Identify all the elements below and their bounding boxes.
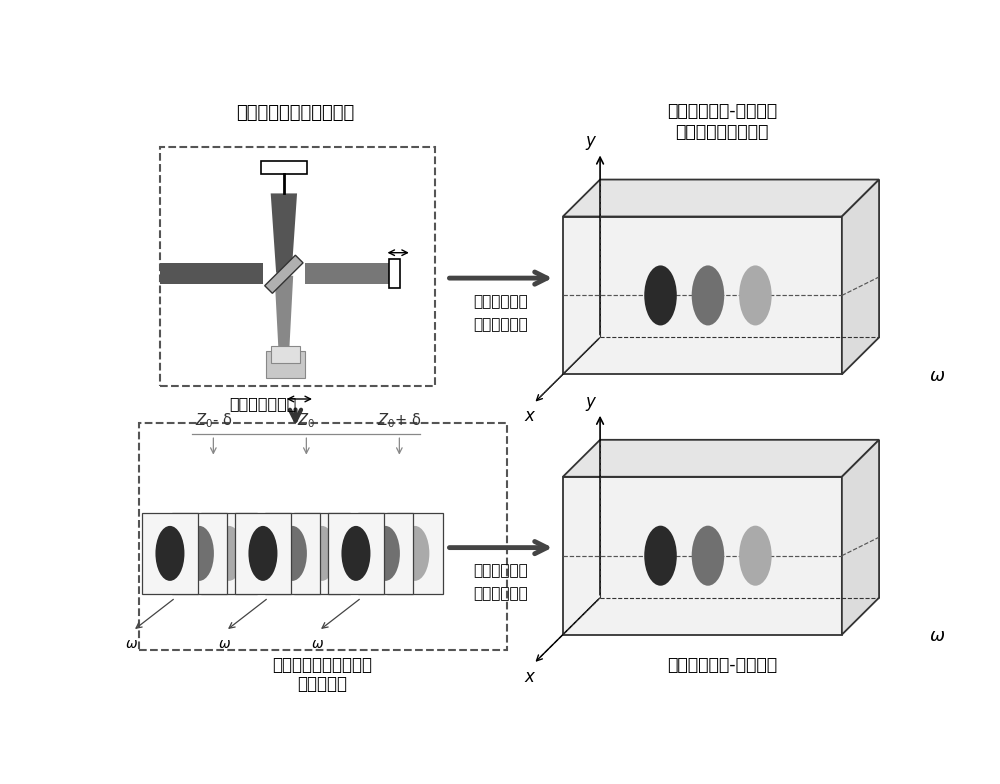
Polygon shape	[160, 263, 263, 284]
Text: x: x	[525, 408, 534, 426]
Text: 轴向移动光谱仪: 轴向移动光谱仪	[230, 396, 297, 411]
Polygon shape	[235, 513, 291, 593]
Text: y: y	[586, 132, 596, 151]
Text: ω: ω	[125, 637, 137, 651]
FancyBboxPatch shape	[265, 256, 303, 293]
FancyBboxPatch shape	[271, 346, 300, 363]
Ellipse shape	[400, 526, 429, 581]
Polygon shape	[842, 180, 879, 375]
Ellipse shape	[155, 526, 184, 581]
Polygon shape	[563, 216, 842, 375]
Polygon shape	[563, 440, 879, 477]
Text: $Z_0$- δ: $Z_0$- δ	[195, 411, 232, 430]
Polygon shape	[201, 513, 257, 593]
Text: ω: ω	[929, 627, 945, 645]
Text: ω: ω	[218, 637, 230, 651]
Ellipse shape	[371, 526, 400, 581]
Polygon shape	[294, 513, 350, 593]
Ellipse shape	[185, 526, 214, 581]
Ellipse shape	[248, 526, 277, 581]
Polygon shape	[271, 194, 297, 273]
Text: $Z_0$+ δ: $Z_0$+ δ	[377, 411, 422, 430]
FancyBboxPatch shape	[266, 351, 305, 378]
Text: 数据立方体: 数据立方体	[298, 675, 348, 693]
Text: 成像光谱技术: 成像光谱技术	[474, 317, 528, 332]
Ellipse shape	[739, 525, 772, 586]
Text: $Z_0$: $Z_0$	[297, 411, 315, 430]
Polygon shape	[305, 263, 388, 284]
Polygon shape	[358, 513, 413, 593]
Ellipse shape	[739, 266, 772, 325]
Polygon shape	[563, 477, 842, 634]
Ellipse shape	[644, 525, 677, 586]
Ellipse shape	[644, 266, 677, 325]
Polygon shape	[275, 276, 293, 350]
Ellipse shape	[278, 526, 307, 581]
Text: y: y	[586, 393, 596, 411]
Polygon shape	[172, 513, 227, 593]
Ellipse shape	[214, 526, 243, 581]
Text: ω: ω	[311, 637, 323, 651]
Bar	[261, 161, 307, 174]
Ellipse shape	[692, 525, 724, 586]
Text: 不同位置脉冲场的光谱: 不同位置脉冲场的光谱	[273, 656, 373, 674]
Ellipse shape	[341, 526, 370, 581]
Text: 焦斑强度空间-频率信息: 焦斑强度空间-频率信息	[667, 102, 777, 120]
Polygon shape	[264, 513, 320, 593]
Text: 高分辨快收敛: 高分辨快收敛	[474, 563, 528, 579]
Polygon shape	[563, 180, 879, 216]
Text: （光谱数据立方体）: （光谱数据立方体）	[675, 123, 768, 141]
Text: 空间分辨干涉: 空间分辨干涉	[474, 294, 528, 309]
Ellipse shape	[692, 266, 724, 325]
Text: 焦斑相位空间-频率信息: 焦斑相位空间-频率信息	[667, 656, 777, 674]
Polygon shape	[142, 513, 198, 593]
FancyBboxPatch shape	[388, 259, 400, 288]
Text: 空间分辨干涉成像光谱仪: 空间分辨干涉成像光谱仪	[236, 103, 355, 122]
Text: 相位恢复技术: 相位恢复技术	[474, 586, 528, 601]
Polygon shape	[842, 440, 879, 634]
Polygon shape	[328, 513, 384, 593]
Text: x: x	[525, 668, 534, 686]
Ellipse shape	[307, 526, 336, 581]
Polygon shape	[387, 513, 443, 593]
Text: ω: ω	[929, 367, 945, 385]
